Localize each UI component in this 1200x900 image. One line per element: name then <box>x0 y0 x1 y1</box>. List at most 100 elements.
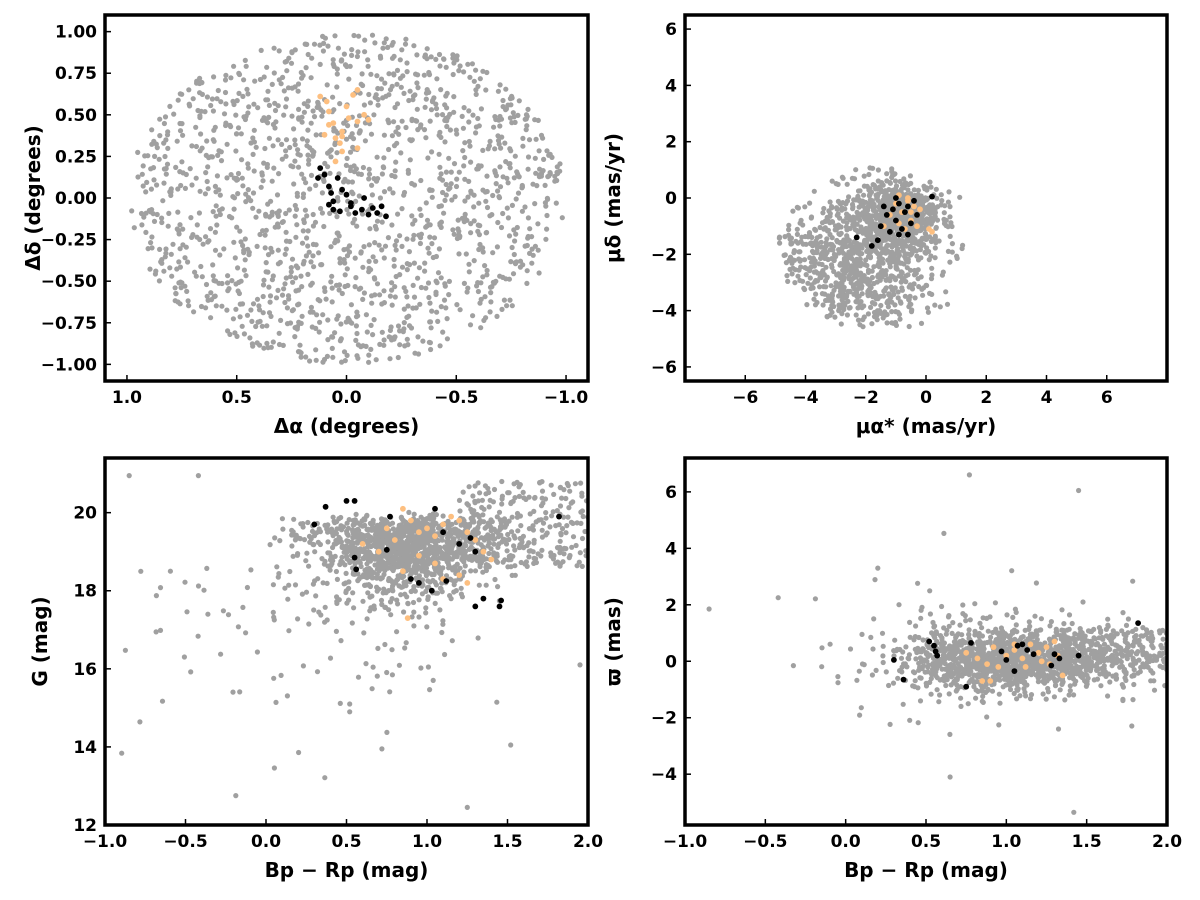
series-members-black <box>315 165 389 220</box>
point-field <box>808 285 814 292</box>
point-field <box>204 94 210 100</box>
point-field <box>397 57 403 63</box>
point-field <box>355 520 361 526</box>
point-field <box>143 189 149 195</box>
point-field <box>169 273 175 279</box>
point-field <box>865 311 872 317</box>
point-field <box>256 208 262 214</box>
point-field <box>374 218 381 224</box>
point-field <box>276 208 282 214</box>
point-field <box>371 317 377 323</box>
point-members-black <box>337 208 343 215</box>
point-field <box>271 165 277 171</box>
point-field <box>251 101 257 107</box>
point-field <box>457 565 463 571</box>
point-field <box>434 76 440 82</box>
point-field <box>176 259 182 265</box>
point-field <box>401 320 407 326</box>
point-field <box>427 222 433 228</box>
point-field <box>334 71 340 77</box>
point-field <box>906 323 912 330</box>
point-field <box>300 72 306 79</box>
point-field <box>443 169 449 175</box>
point-field <box>318 262 324 268</box>
point-field <box>373 258 379 264</box>
point-field <box>483 87 489 93</box>
point-field <box>381 586 387 592</box>
point-field <box>306 161 312 167</box>
point-field <box>413 305 419 311</box>
point-field <box>325 43 331 49</box>
point-field <box>393 238 400 244</box>
point-field <box>391 256 397 263</box>
point-field <box>568 519 575 525</box>
point-field <box>389 222 395 228</box>
point-field <box>837 231 843 238</box>
point-field <box>370 254 376 260</box>
point-field <box>823 264 829 270</box>
point-field <box>327 557 334 563</box>
point-field <box>234 224 240 230</box>
point-members-black <box>352 210 359 216</box>
point-field <box>451 161 458 167</box>
point-field <box>866 171 872 178</box>
point-field <box>480 544 486 550</box>
point-members-orange <box>332 135 339 142</box>
point-field <box>433 101 439 107</box>
point-field <box>418 665 424 671</box>
point-field <box>413 71 419 77</box>
point-field <box>290 307 296 313</box>
point-field <box>356 193 362 199</box>
point-field <box>493 116 499 123</box>
point-field <box>344 246 350 252</box>
point-field <box>306 533 313 540</box>
point-field <box>320 48 326 54</box>
point-field <box>921 285 927 291</box>
point-members-black <box>348 200 354 206</box>
point-members-orange <box>354 145 361 152</box>
point-field <box>797 277 803 284</box>
point-field <box>885 300 891 306</box>
point-field <box>412 92 418 98</box>
point-field <box>372 562 378 568</box>
point-field <box>360 598 366 604</box>
point-field <box>228 75 234 81</box>
point-field <box>341 581 347 587</box>
point-field <box>928 184 934 190</box>
point-field <box>380 95 386 101</box>
point-field <box>538 132 545 138</box>
point-field <box>283 275 289 281</box>
point-field <box>274 192 281 198</box>
point-field <box>334 66 340 72</box>
point-field <box>354 353 360 359</box>
point-field <box>462 523 468 529</box>
point-field <box>429 572 435 578</box>
point-field <box>405 342 411 348</box>
point-field <box>868 304 874 310</box>
point-field <box>853 274 859 280</box>
point-members-orange <box>488 556 495 563</box>
point-field <box>243 63 249 69</box>
point-field <box>292 213 298 219</box>
point-field <box>230 316 236 322</box>
point-members-orange <box>365 116 372 123</box>
point-field <box>218 158 225 164</box>
point-field <box>256 307 263 313</box>
point-field <box>292 142 298 148</box>
point-field <box>397 75 403 81</box>
point-field <box>819 261 825 268</box>
point-field <box>345 532 351 538</box>
point-field <box>344 543 350 549</box>
point-field <box>167 568 173 574</box>
point-field <box>440 513 446 519</box>
point-field <box>204 293 210 299</box>
point-field <box>387 186 393 192</box>
point-field <box>212 124 218 130</box>
point-field <box>498 116 505 122</box>
point-field <box>457 63 463 69</box>
point-field <box>395 323 402 329</box>
x-tick-label: −0.5 <box>163 832 207 852</box>
point-field <box>222 89 229 96</box>
point-field <box>405 601 411 607</box>
point-field <box>557 168 563 174</box>
